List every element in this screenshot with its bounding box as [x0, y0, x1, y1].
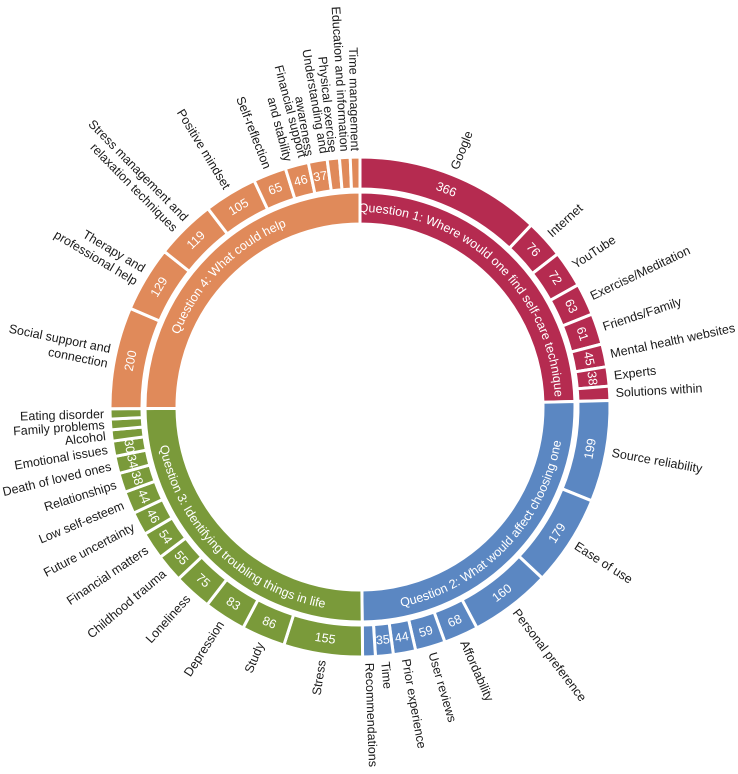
category-label-prior-experience: Prior experience — [399, 658, 429, 750]
question-segment-4[interactable] — [143, 190, 362, 411]
category-label-experts: Experts — [613, 364, 657, 383]
value-labels-layer: 3667672636145381991791606859443515586837… — [121, 168, 600, 647]
category-label-youtube: YouTube — [570, 233, 619, 272]
category-label-alcohol: Alcohol — [64, 429, 106, 448]
value-label-experts: 38 — [584, 371, 600, 387]
category-label-affordability: Affordability — [457, 638, 496, 704]
category-label-recommendations: Recommendations — [362, 663, 380, 768]
category-label-eating-disorder: Eating disorder — [20, 407, 104, 423]
value-label-social-support-and-connection: 200 — [122, 349, 140, 372]
value-label-user-reviews: 59 — [417, 623, 434, 640]
segment-time-management[interactable] — [348, 155, 362, 191]
value-label-depression: 83 — [224, 594, 243, 613]
category-label-ease-of-use: Ease of use — [572, 539, 635, 586]
value-label-death-of-loved-ones: 34 — [124, 453, 141, 470]
category-label-solutions-within: Solutions within — [615, 381, 703, 400]
category-label-time: Time — [378, 661, 395, 690]
value-label-self-reflection: 65 — [266, 180, 284, 198]
category-label-study: Study — [242, 640, 268, 676]
category-label-depression: Depression — [181, 618, 227, 679]
segment-solutions-within[interactable] — [575, 384, 612, 403]
value-label-low-self-esteem: 44 — [135, 488, 153, 506]
value-label-prior-experience: 44 — [394, 629, 410, 645]
value-label-time: 35 — [375, 632, 390, 647]
category-label-time-management: Time management — [346, 47, 362, 152]
category-label-friends-family: Friends/Family — [601, 295, 684, 334]
value-label-understanding-and-awareness: 37 — [312, 168, 328, 184]
category-label-user-reviews: User reviews — [425, 651, 459, 724]
value-label-friends-family: 61 — [573, 325, 591, 343]
category-label-stress-management-and-relaxation-techniques: Stress management andrelaxation techniqu… — [75, 117, 191, 234]
value-label-mental-health-websites: 45 — [581, 350, 598, 367]
value-label-stress: 155 — [314, 630, 337, 647]
category-label-stress: Stress — [310, 659, 329, 696]
value-label-relationships: 38 — [128, 469, 146, 487]
value-label-study: 86 — [260, 614, 278, 632]
value-label-youtube: 72 — [545, 268, 564, 287]
category-label-internet: Internet — [545, 201, 586, 240]
category-label-loneliness: Loneliness — [143, 592, 193, 646]
question-segment-2[interactable] — [360, 399, 577, 624]
category-label-google: Google — [448, 129, 476, 172]
value-label-affordability: 68 — [446, 612, 464, 630]
category-label-source-reliability: Source reliability — [611, 446, 704, 476]
value-label-emotional-issues: 30 — [121, 438, 137, 454]
value-label-exercise-meditation: 63 — [562, 297, 581, 316]
question-segment-3[interactable] — [143, 406, 364, 624]
segments-layer — [108, 155, 612, 659]
category-label-therapy-and-professional-help: Therapy andprofessional help — [52, 215, 148, 288]
value-label-future-uncertainty: 46 — [144, 507, 163, 526]
category-label-positive-mindset: Positive mindset — [174, 107, 233, 193]
segment-recommendations[interactable] — [360, 622, 378, 659]
question-segment-1[interactable] — [358, 190, 577, 404]
category-label-mental-health-websites: Mental health websites — [609, 321, 736, 361]
category-label-family-problems: Family problems — [13, 418, 105, 438]
category-label-personal-preference: Personal preference — [510, 606, 589, 704]
value-label-financial-matters: 54 — [156, 527, 175, 546]
category-label-social-support-and-connection: Social support andconnection — [5, 322, 112, 371]
value-label-source-reliability: 199 — [581, 437, 599, 460]
value-label-financial-support-and-stability: 46 — [292, 172, 309, 189]
